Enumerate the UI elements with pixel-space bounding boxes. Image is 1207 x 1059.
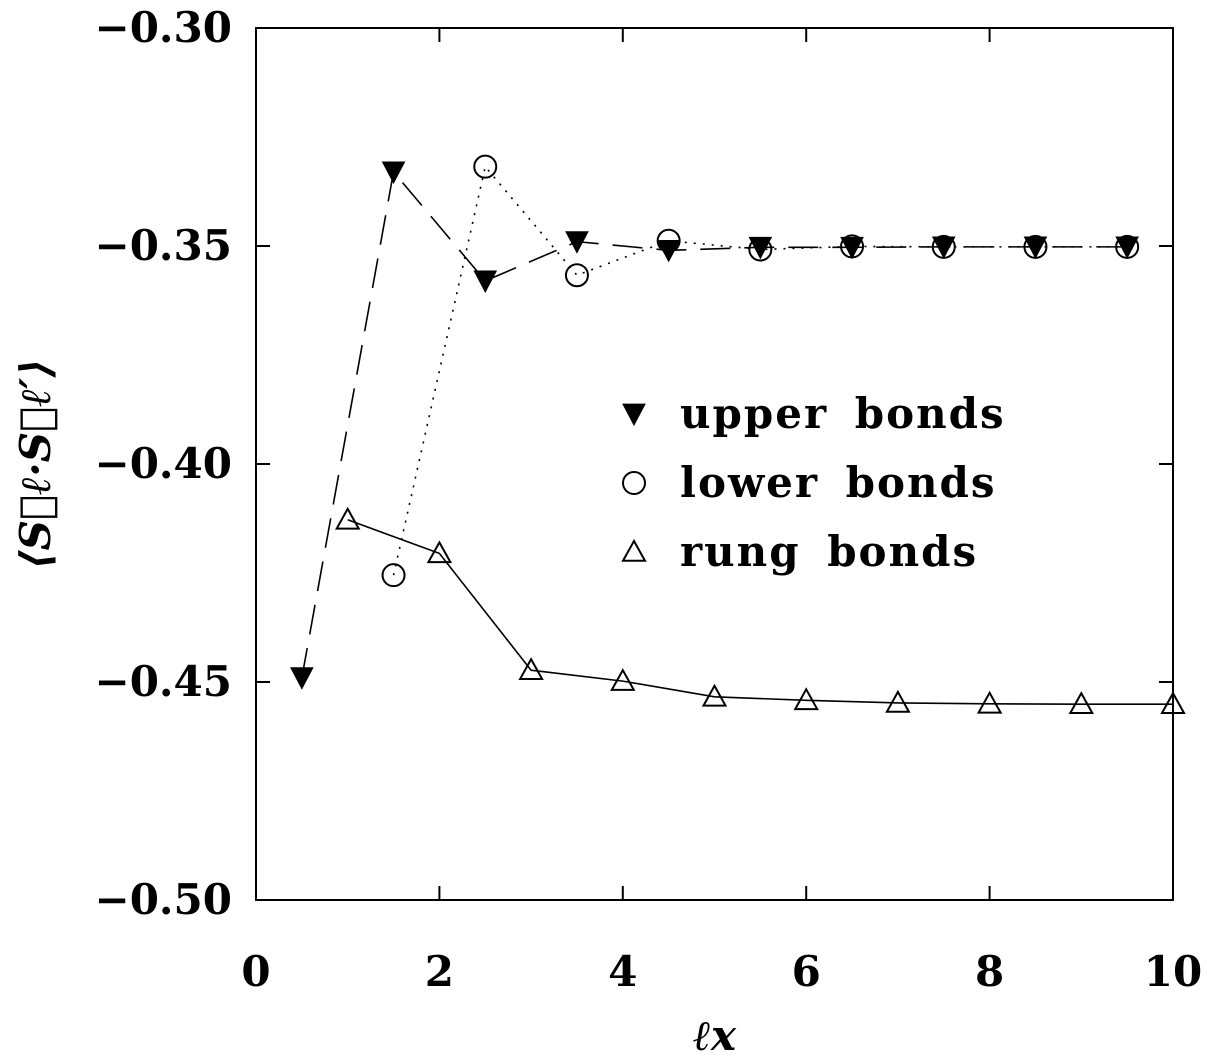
series-layer [290,154,1186,715]
data-point-upper-bonds [748,236,773,260]
data-point-rung-bonds [793,687,819,711]
x-tick-label: 2 [425,947,454,996]
data-point-lower-bonds [564,263,589,288]
data-point-rung-bonds [518,657,544,681]
y-axis: −0.50 −0.45 −0.40 −0.35 −0.30 [95,3,1173,924]
x-axis: 0 2 4 6 8 10 [241,28,1202,996]
series-lower-bonds [381,154,1140,588]
data-point-lower-bonds [656,228,681,253]
data-point-lower-bonds [1115,234,1140,259]
y-axis-label: ⟨S⃗ℓ·S⃗ℓ′⟩ [11,358,60,569]
x-tick-label: 4 [608,947,637,996]
data-point-rung-bonds [1160,691,1186,715]
legend: upper bonds lower bonds rung bonds [621,389,1006,576]
data-point-rung-bonds [976,690,1003,714]
y-tick-label: −0.40 [95,439,232,488]
data-point-upper-bonds [473,270,498,293]
y-tick-label: −0.30 [95,3,232,52]
data-point-lower-bonds [381,563,406,588]
y-tick-label: −0.35 [95,221,232,270]
data-point-rung-bonds [335,506,361,530]
legend-label-upper-bonds: upper bonds [680,389,1006,438]
series-line-upper-bonds [301,170,1128,678]
y-tick-label: −0.45 [95,657,232,706]
data-point-lower-bonds [473,154,498,179]
x-axis-label: ℓx [693,1011,737,1059]
legend-label-lower-bonds: lower bonds [680,458,997,507]
data-point-upper-bonds [381,161,406,184]
data-point-rung-bonds [701,683,728,707]
legend-marker-rung-bonds [621,538,647,562]
x-tick-label: 10 [1144,947,1202,996]
series-line-lower-bonds [392,164,1128,576]
legend-label-rung-bonds: rung bonds [680,527,978,576]
y-tick-label: −0.50 [95,875,232,924]
data-point-upper-bonds [290,667,314,690]
legend-item-upper-bonds: upper bonds [622,389,1006,438]
data-point-upper-bonds [565,231,589,254]
legend-item-lower-bonds: lower bonds [622,458,997,507]
series-line-rung-bonds [347,519,1173,706]
x-tick-label: 8 [975,947,1004,996]
x-tick-label: 0 [241,947,270,996]
data-point-upper-bonds [840,236,864,260]
legend-marker-upper-bonds [622,403,646,427]
data-point-rung-bonds [885,689,911,713]
data-point-lower-bonds [748,237,773,262]
series-rung-bonds [335,506,1186,715]
data-point-rung-bonds [426,540,453,564]
axis-labels: ℓx ⟨S⃗ℓ·S⃗ℓ′⟩ [11,358,737,1059]
x-tick-label: 6 [792,947,821,996]
legend-item-rung-bonds: rung bonds [621,527,978,576]
data-point-rung-bonds [610,668,636,691]
legend-marker-lower-bonds [622,471,646,495]
data-point-lower-bonds [840,234,865,259]
data-point-rung-bonds [1068,691,1094,715]
data-point-lower-bonds [931,234,956,259]
data-point-lower-bonds [1023,234,1048,259]
